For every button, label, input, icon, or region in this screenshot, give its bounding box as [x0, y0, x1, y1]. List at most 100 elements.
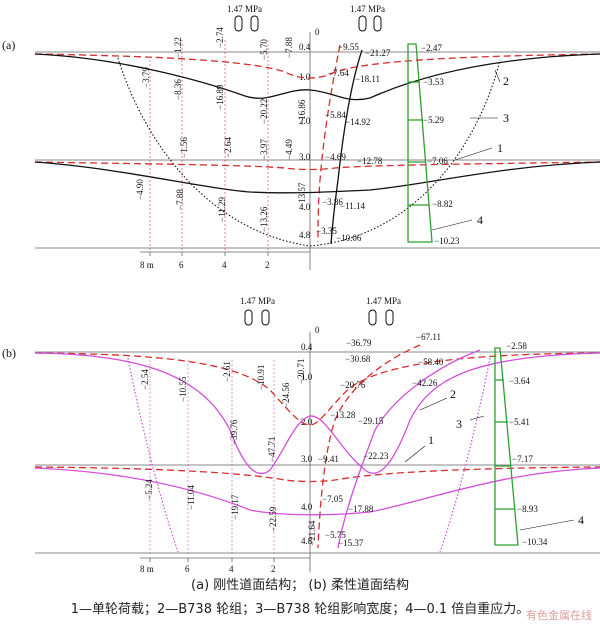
x-tick-label: 6 — [179, 260, 184, 270]
panel-a-label: (a) — [2, 38, 15, 52]
gravity-stress-shape — [407, 43, 433, 243]
stress-value: −21.27 — [365, 48, 391, 58]
depth-label: 1.0 — [299, 72, 311, 82]
wheel-load-label-1: 1.47 MPa — [227, 4, 262, 14]
stress-value: −11.14 — [340, 201, 365, 211]
curve-label-4: 4 — [477, 213, 483, 227]
stress-value: −5.41 — [509, 417, 530, 427]
single-wheel-curve-top — [34, 53, 600, 79]
stress-value: −3.97 — [259, 139, 269, 160]
stress-value: −1.22 — [173, 37, 183, 58]
curve-leader — [494, 69, 501, 83]
curve-leader — [431, 219, 473, 231]
stress-value: −8.93 — [517, 504, 538, 514]
stress-value: −2.64 — [223, 137, 233, 158]
value-leaders — [149, 40, 269, 250]
x-tick-label: 8 m — [140, 260, 154, 270]
b738-depth-curve — [330, 49, 363, 245]
x-tick-label: 2 — [265, 260, 270, 270]
stress-value: −58.40 — [418, 357, 444, 367]
value-leaders — [149, 360, 275, 555]
gravity-stress-shape — [494, 347, 519, 546]
stress-value: −7.88 — [284, 37, 294, 58]
stress-value: −10.23 — [434, 236, 460, 246]
depth-label: 0.4 — [299, 42, 311, 52]
panel-b: (b) 0 1.47 MPa 1.47 MPa 0.4 1.0 2.0 3.0 … — [2, 296, 600, 574]
x-tick-label: 4 — [229, 564, 234, 574]
curve-leader — [469, 415, 485, 421]
stress-value: −9.55 — [338, 42, 359, 52]
stress-value: −4.90 — [135, 179, 145, 200]
wheel-icons — [234, 15, 382, 32]
stress-value: −11.29 — [217, 197, 227, 222]
curve-leaders — [431, 69, 501, 231]
stress-value: −24.56 — [281, 382, 291, 408]
b738-curve-mid — [34, 161, 600, 194]
stress-value: −2.47 — [421, 43, 442, 53]
b738-depth-curve — [337, 349, 481, 549]
stress-value: −13.26 — [259, 206, 269, 232]
stress-value: −20.71 — [296, 359, 306, 384]
stress-value: −5.24 — [144, 479, 154, 500]
depth-label: 3.0 — [301, 454, 313, 464]
curve-label-1: 1 — [497, 141, 503, 155]
single-wheel-curve-top — [34, 352, 600, 426]
stress-value: −3.35 — [316, 226, 337, 236]
curve-leader — [454, 147, 493, 161]
depth-labels: 0.4 1.0 2.0 3.0 4.0 4.8 — [299, 42, 311, 240]
wheel-icon — [244, 309, 253, 326]
curve-leaders — [404, 397, 575, 531]
stress-value: −9.41 — [318, 454, 339, 464]
stress-value: −3.86 — [322, 197, 343, 207]
b738-curves — [34, 49, 600, 245]
stress-value: −8.36 — [173, 79, 183, 100]
stress-value: −2.61 — [222, 361, 232, 382]
stress-value: −2.54 — [140, 369, 150, 390]
depth-label: 4.0 — [299, 202, 311, 212]
wheel-load-label-2: 1.47 MPa — [366, 296, 401, 306]
stress-value: −19.17 — [230, 494, 240, 520]
curve-leader — [519, 519, 575, 531]
stress-value: −4.49 — [284, 139, 294, 160]
stress-value: −7.64 — [328, 68, 349, 78]
stress-value: −2.58 — [506, 341, 527, 351]
wheel-load-label-2: 1.47 MPa — [350, 4, 385, 14]
wheel-icon — [261, 309, 270, 326]
depth-label: 1.0 — [301, 372, 313, 382]
single-wheel-depth-curve — [317, 44, 341, 243]
wheel-icon — [234, 15, 243, 32]
influence-width-left — [127, 357, 179, 553]
depth-label: 2.0 — [299, 116, 311, 126]
axis-zero-label: 0 — [315, 27, 320, 37]
x-ticks — [149, 558, 275, 562]
figure-caption-legend: 1—单轮荷载；2—B738 轮组；3—B738 轮组影响宽度；4—0.1 倍自重… — [70, 602, 530, 617]
stress-value: −10.91 — [256, 365, 266, 390]
stress-values: −1.22 −2.74 −5.70 −7.88 −9.55 −21.27 −2.… — [135, 27, 460, 246]
gravity-stress — [407, 43, 433, 243]
panel-b-label: (b) — [2, 346, 16, 360]
stress-value: −5.29 — [423, 115, 444, 125]
x-tick-label: 6 — [185, 564, 190, 574]
stress-value: −11.04 — [186, 485, 196, 510]
stress-value: −3.53 — [423, 77, 444, 87]
depth-label: 4.8 — [299, 230, 311, 240]
stress-value: −36.79 — [346, 338, 372, 348]
stress-value: −7.05 — [322, 494, 343, 504]
influence-width-curves — [127, 357, 491, 553]
stress-value: −20.22 — [259, 99, 269, 124]
stress-value: −5.84 — [325, 110, 346, 120]
stress-value: −18.11 — [355, 74, 380, 84]
curve-label-1: 1 — [428, 433, 434, 447]
depth-label: 3.0 — [299, 152, 311, 162]
single-wheel-curve-mid — [34, 466, 600, 483]
stress-value: −7.17 — [512, 454, 533, 464]
gravity-stress — [494, 347, 519, 546]
wheel-icon — [250, 15, 259, 32]
stress-value: −8.82 — [432, 199, 453, 209]
stress-value: −1.56 — [179, 137, 189, 158]
stress-value: −7.06 — [427, 156, 448, 166]
stress-value: −10.06 — [336, 233, 362, 243]
panel-a: (a) 0 1.47 MPa 1.47 MPa 0.4 1.0 2.0 3.0 … — [2, 4, 600, 270]
wheel-icon — [385, 309, 394, 326]
